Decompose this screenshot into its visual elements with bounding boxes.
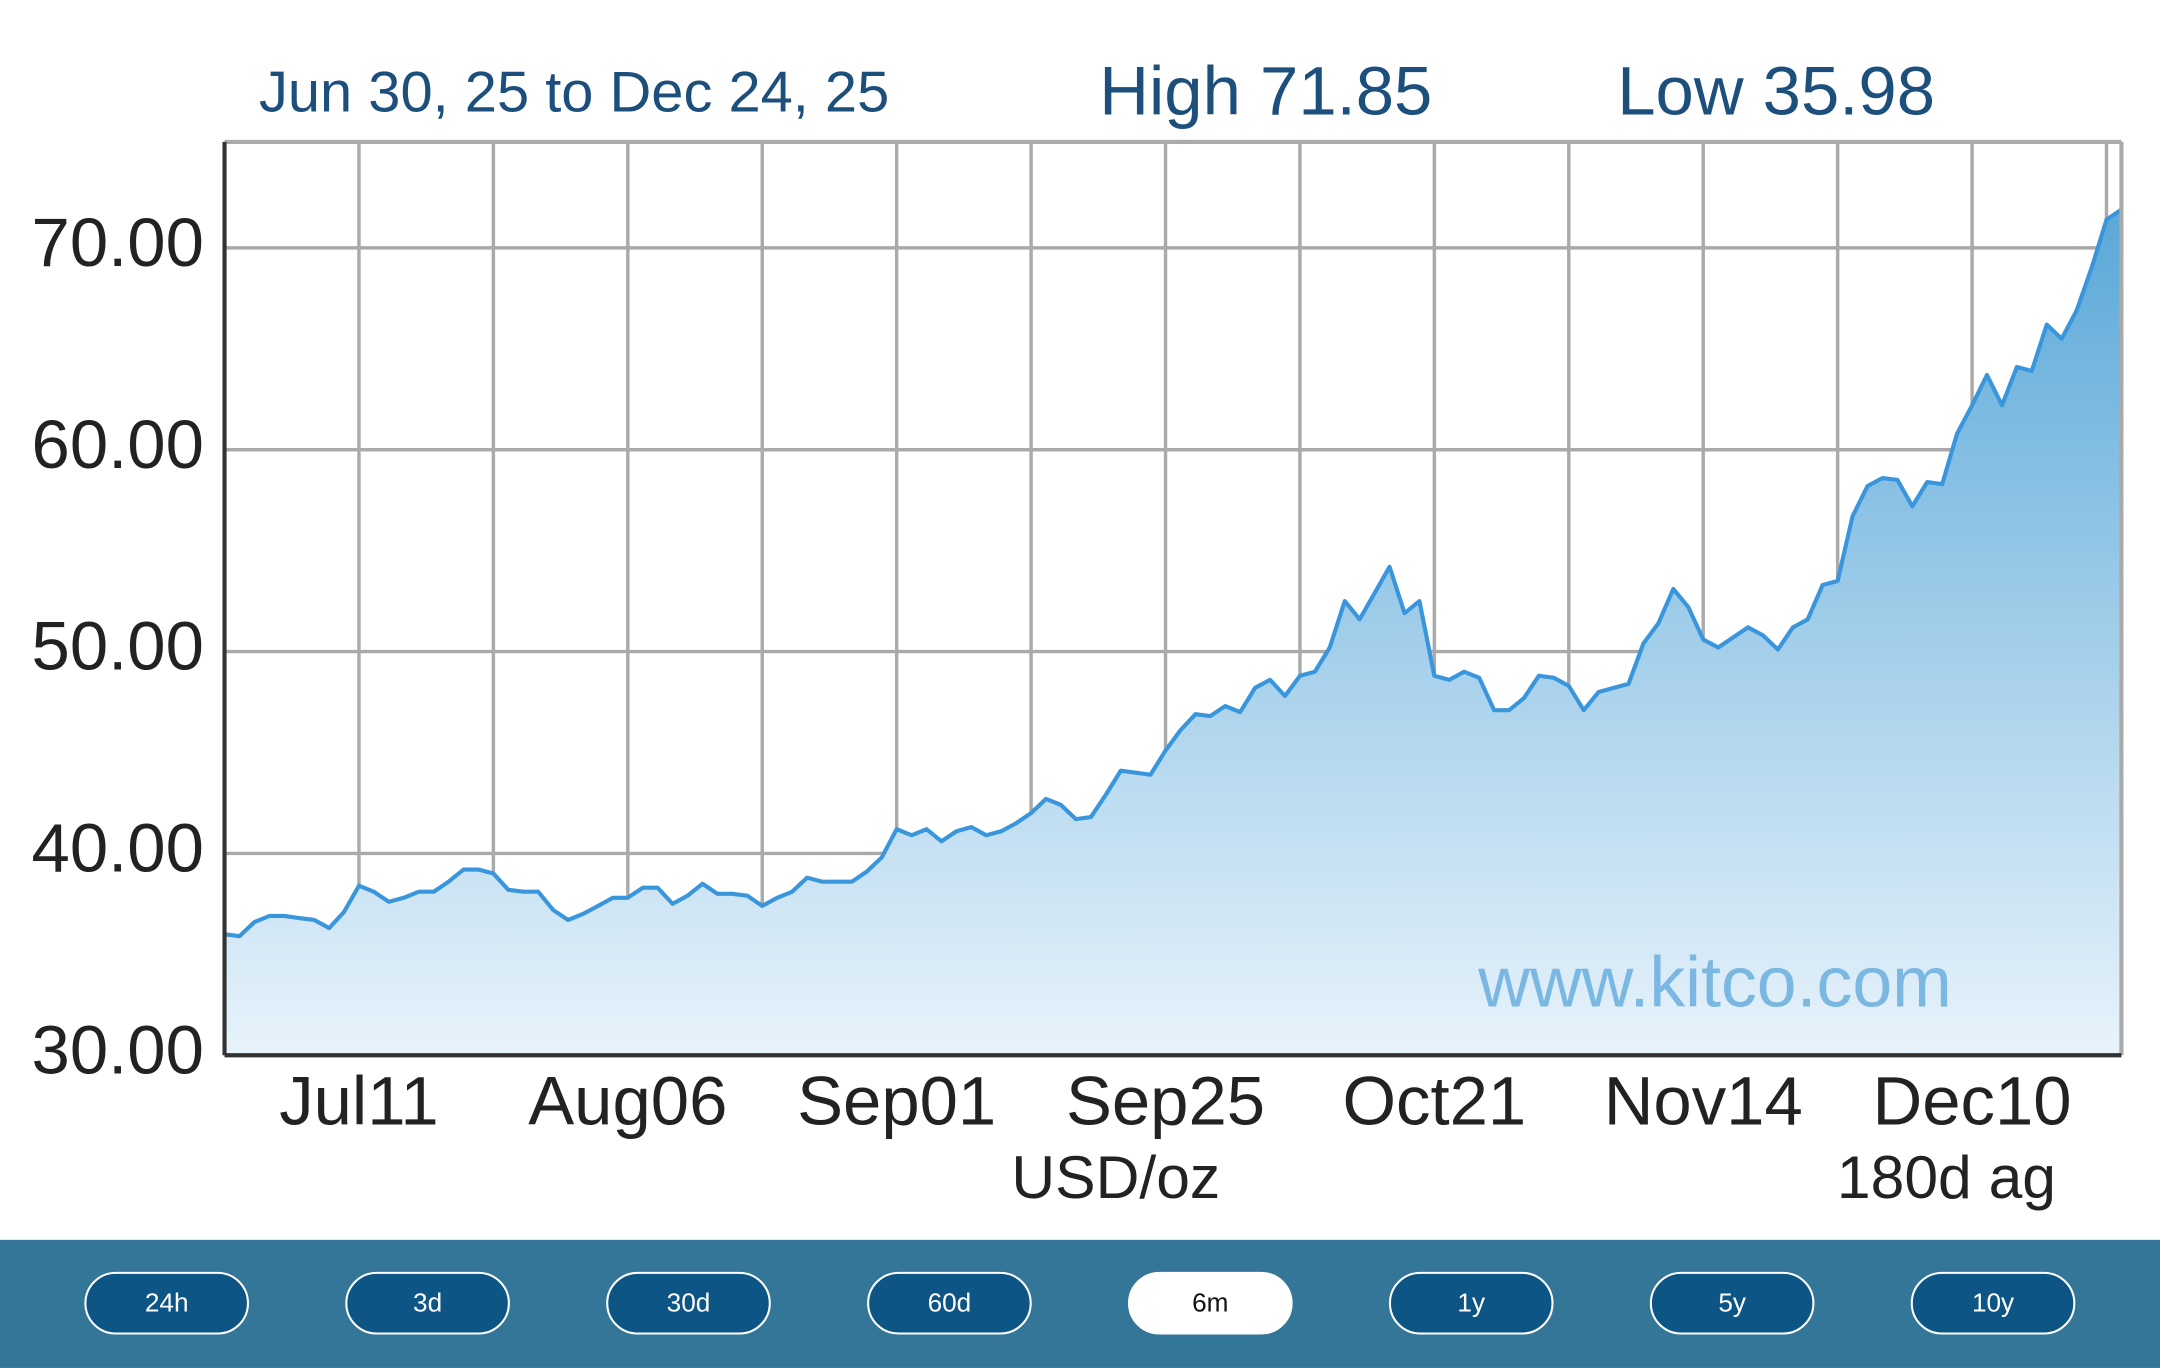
- range-button-label[interactable]: 10y: [1972, 1287, 2015, 1317]
- y-tick-label: 30.00: [32, 1011, 204, 1088]
- area-fill: [224, 209, 2122, 1056]
- x-tick-label: Oct21: [1343, 1062, 1527, 1139]
- period-label: 180d ag: [1837, 1143, 2056, 1211]
- header-range: Jun 30, 25 to Dec 24, 25: [259, 61, 889, 125]
- range-button-label[interactable]: 1y: [1457, 1287, 1486, 1317]
- range-button-shape[interactable]: [345, 1271, 510, 1335]
- range-button-shape[interactable]: [1128, 1271, 1293, 1335]
- range-button-label[interactable]: 24h: [145, 1287, 189, 1317]
- range-button-label[interactable]: 30d: [667, 1287, 711, 1317]
- header-low: Low 35.98: [1617, 53, 1935, 130]
- range-button[interactable]: 10y: [1910, 1271, 2076, 1335]
- y-tick-label: 50.00: [32, 608, 204, 685]
- range-buttons: 24h 3d 30d 60d 6m 1y 5y 10y: [84, 1271, 2076, 1335]
- range-button[interactable]: 6m: [1128, 1271, 1293, 1335]
- range-button-shape[interactable]: [1649, 1271, 1815, 1335]
- watermark: www.kitco.com: [1477, 943, 1952, 1023]
- range-button-shape[interactable]: [867, 1271, 1032, 1335]
- range-button-shape[interactable]: [1910, 1271, 2076, 1335]
- x-tick-label: Sep25: [1066, 1062, 1265, 1139]
- y-tick-label: 70.00: [32, 204, 204, 281]
- range-button-label[interactable]: 6m: [1192, 1287, 1228, 1317]
- y-tick-label: 40.00: [32, 810, 204, 887]
- x-tick-label: Nov14: [1604, 1062, 1803, 1139]
- x-tick-label: Jul11: [279, 1062, 439, 1139]
- x-tick-label: Sep01: [797, 1062, 996, 1139]
- range-button[interactable]: 3d: [345, 1271, 510, 1335]
- x-tick-label: Aug06: [528, 1062, 727, 1139]
- range-button[interactable]: 60d: [867, 1271, 1032, 1335]
- range-button[interactable]: 1y: [1388, 1271, 1554, 1335]
- range-button-shape[interactable]: [84, 1271, 249, 1335]
- range-button-shape[interactable]: [606, 1271, 771, 1335]
- button-bar: [0, 1239, 2160, 1368]
- range-button-label[interactable]: 5y: [1718, 1287, 1747, 1317]
- y-tick-label: 60.00: [32, 406, 204, 483]
- price-line: [224, 207, 2123, 939]
- axes: 30.00 40.00 50.00 60.00 70.00 Jul11 Aug06 Sep01…: [32, 139, 2124, 1139]
- range-button[interactable]: 24h: [84, 1271, 249, 1335]
- range-button[interactable]: 5y: [1649, 1271, 1815, 1335]
- x-tick-label: Dec10: [1873, 1062, 2072, 1139]
- range-button[interactable]: 30d: [606, 1271, 771, 1335]
- range-button-label[interactable]: 60d: [928, 1287, 972, 1317]
- plot: [224, 207, 2123, 1056]
- header-high: High 71.85: [1099, 53, 1432, 130]
- range-button-shape[interactable]: [1388, 1271, 1554, 1335]
- range-button-label[interactable]: 3d: [413, 1287, 442, 1317]
- unit-label: USD/oz: [1011, 1143, 1220, 1211]
